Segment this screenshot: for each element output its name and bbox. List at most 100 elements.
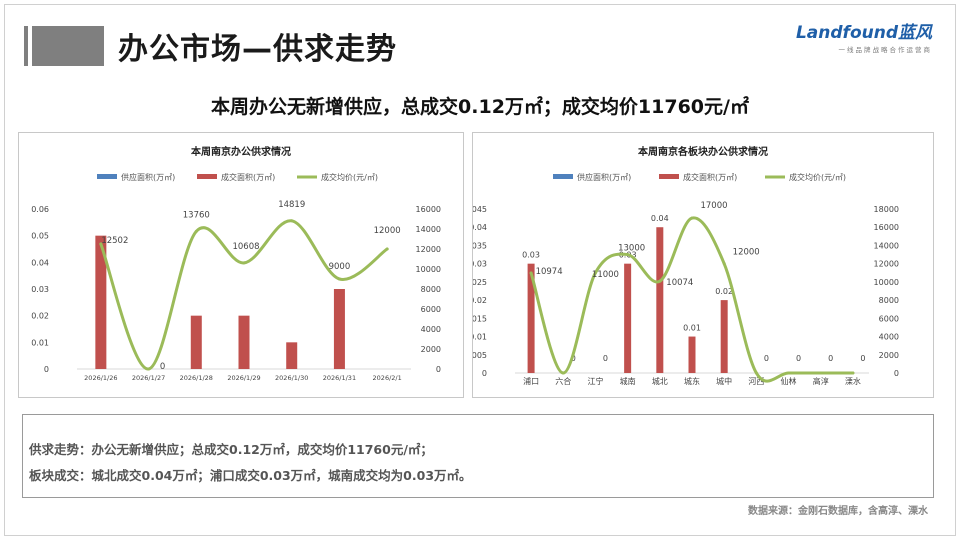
line-point xyxy=(529,271,533,275)
line-data-label: 17000 xyxy=(700,201,727,211)
line-data-label: 0 xyxy=(160,362,165,372)
left-axis-tick-label: 0.01 xyxy=(31,338,49,347)
x-axis-tick-label: 2026/1/29 xyxy=(227,374,260,382)
line-data-label: 12502 xyxy=(101,236,128,246)
right-axis-tick-label: 18000 xyxy=(874,205,899,214)
left-axis-tick-label: 0.035 xyxy=(473,241,487,250)
line-data-label: 12000 xyxy=(733,248,760,258)
left-axis-tick-label: 0.005 xyxy=(473,351,487,360)
summary-line-trend: 供求走势：办公无新增供应；总成交0.12万㎡，成交均价11760元/㎡； xyxy=(29,442,433,457)
right-axis: 0 2000 4000 6000 8000 10000 12000 14000 16000 180… xyxy=(874,205,899,378)
legend-item: 供应面积(万㎡) xyxy=(97,172,175,182)
summary-box: 供求走势：办公无新增供应；总成交0.12万㎡，成交均价11760元/㎡； 板块成… xyxy=(22,414,934,498)
x-axis-tick-label: 城北 xyxy=(652,377,668,386)
line-data-label: 14819 xyxy=(278,200,305,210)
slide-frame xyxy=(4,4,956,536)
x-axis-tick-label: 城中 xyxy=(716,376,732,386)
x-axis-tick-label: 2026/1/26 xyxy=(84,374,117,382)
line-point xyxy=(99,242,103,246)
line-data-label: 13000 xyxy=(618,244,645,254)
legend-item: 成交均价(元/㎡) xyxy=(765,172,846,182)
bar xyxy=(720,300,728,373)
summary-line-district: 板块成交：城北成交0.04万㎡；浦口成交0.03万㎡，城南成交均为0.03万㎡。 xyxy=(29,468,472,483)
legend-label: 成交均价(元/㎡) xyxy=(321,172,378,182)
line-series: 12502 0 13760 10608 14819 9000 12000 xyxy=(99,200,401,372)
legend-swatch xyxy=(197,174,217,179)
chart-panel-district: 本周南京各板块办公供求情况 供应面积(万㎡) 成交面积(万㎡) 成交均价(元/㎡) 0 0… xyxy=(472,132,934,398)
right-axis-tick-label: 4000 xyxy=(879,333,899,342)
line-data-label: 11000 xyxy=(592,270,619,280)
line-data-label: 10974 xyxy=(536,267,563,277)
legend-label: 成交面积(万㎡) xyxy=(221,172,275,182)
bar-data-label: 0.03 xyxy=(522,251,540,260)
bar-data-label: 0 xyxy=(764,354,769,363)
right-axis: 0 2000 4000 6000 8000 10000 12000 14000 16000 xyxy=(416,205,441,374)
line-point xyxy=(593,271,597,275)
x-axis-tick-label: 2026/2/1 xyxy=(373,374,402,382)
line-point xyxy=(722,262,726,266)
line-point xyxy=(851,371,855,375)
line-data-label: 13760 xyxy=(183,210,210,220)
left-axis: 0 0.005 0.01 0.015 0.02 0.025 0.03 0.035 0.04 0.0… xyxy=(473,205,487,378)
bar xyxy=(95,235,107,369)
x-axis-tick-label: 2026/1/27 xyxy=(132,374,165,382)
left-axis-tick-label: 0.03 xyxy=(31,285,49,294)
legend-swatch xyxy=(553,174,573,179)
right-axis-tick-label: 2000 xyxy=(879,351,899,360)
right-axis-tick-label: 12000 xyxy=(416,245,441,254)
data-source-note: 数据来源：金刚石数据库，含高淳、溧水 xyxy=(748,506,928,517)
line-point xyxy=(337,277,341,281)
title-accent-block xyxy=(24,26,104,66)
line-point xyxy=(385,247,389,251)
legend-swatch xyxy=(97,174,117,179)
bar xyxy=(190,315,202,369)
x-axis-tick-label: 溧水 xyxy=(845,376,861,386)
series-line xyxy=(529,216,855,383)
right-axis-tick-label: 12000 xyxy=(874,260,899,269)
right-axis-tick-label: 14000 xyxy=(416,225,441,234)
line-data-label: 10608 xyxy=(232,242,259,252)
line-series: 10974 11000 13000 10074 17000 12000 xyxy=(529,201,855,383)
chart-title: 本周南京办公供求情况 xyxy=(191,145,291,158)
left-axis-tick-label: 0.06 xyxy=(31,205,49,214)
legend-item: 供应面积(万㎡) xyxy=(553,172,631,182)
left-axis-tick-label: 0 xyxy=(482,369,487,378)
legend: 供应面积(万㎡) 成交面积(万㎡) 成交均价(元/㎡) xyxy=(97,172,378,182)
legend-item: 成交面积(万㎡) xyxy=(197,172,275,182)
left-axis-tick-label: 0.03 xyxy=(473,260,487,269)
line-data-label: 12000 xyxy=(374,226,401,236)
legend-item: 成交面积(万㎡) xyxy=(659,172,737,182)
bar-data-label: 0 xyxy=(603,354,608,363)
legend: 供应面积(万㎡) 成交面积(万㎡) 成交均价(元/㎡) xyxy=(553,172,846,182)
right-axis-tick-label: 2000 xyxy=(421,345,441,354)
right-axis-tick-label: 8000 xyxy=(879,296,899,305)
right-axis-tick-label: 14000 xyxy=(874,241,899,250)
right-axis-tick-label: 0 xyxy=(436,365,441,374)
line-data-label: 9000 xyxy=(329,262,351,272)
bar xyxy=(624,263,632,373)
left-axis-tick-label: 0.05 xyxy=(31,232,49,241)
bar-series xyxy=(95,235,345,369)
x-axis-tick-label: 仙林 xyxy=(781,376,797,386)
line-point xyxy=(147,367,151,371)
series-line xyxy=(99,219,389,371)
page-title: 办公市场—供求走势 xyxy=(118,32,397,67)
right-axis-tick-label: 16000 xyxy=(874,223,899,232)
line-point xyxy=(561,371,565,375)
x-axis-tick-label: 六合 xyxy=(555,376,571,386)
bar xyxy=(238,315,250,369)
legend-item: 成交均价(元/㎡) xyxy=(297,172,378,182)
right-axis-tick-label: 6000 xyxy=(421,305,441,314)
right-axis-tick-label: 10000 xyxy=(874,278,899,287)
line-point xyxy=(626,253,630,257)
bar-data-label: 0 xyxy=(860,354,865,363)
bar-data-label: 0.01 xyxy=(683,324,701,333)
left-axis-tick-label: 0.04 xyxy=(31,258,49,267)
right-axis-tick-label: 10000 xyxy=(416,265,441,274)
line-point xyxy=(819,371,823,375)
x-axis-tick-label: 城东 xyxy=(684,376,700,386)
line-point xyxy=(754,371,758,375)
